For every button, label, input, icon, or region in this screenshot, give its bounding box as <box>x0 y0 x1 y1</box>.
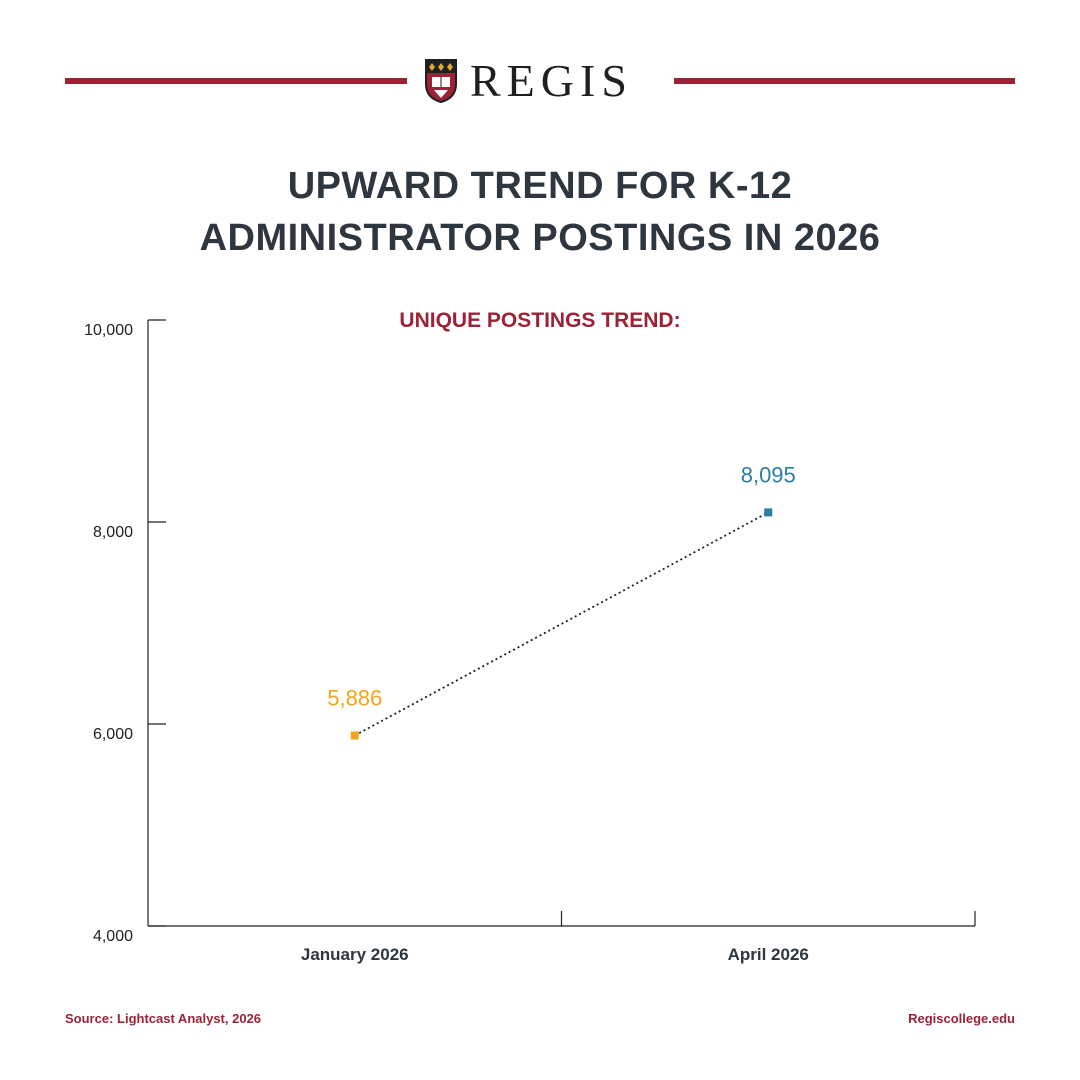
regis-wordmark: REGIS <box>470 55 633 106</box>
y-tick-label: 10,000 <box>84 322 133 339</box>
y-tick-label: 6,000 <box>93 726 133 743</box>
data-point-marker <box>350 731 359 740</box>
y-tick-label: 8,000 <box>93 524 133 541</box>
x-tick-label: April 2026 <box>728 945 809 964</box>
data-label: 5,886 <box>327 686 382 711</box>
y-tick-label: 4,000 <box>93 928 133 945</box>
regis-crest-icon <box>425 59 457 104</box>
page-title: UPWARD TREND FOR K-12 ADMINISTRATOR POST… <box>0 160 1080 264</box>
website-link[interactable]: Regiscollege.edu <box>908 1011 1015 1026</box>
header-rule-right <box>674 78 1015 84</box>
x-tick-label: January 2026 <box>301 945 409 964</box>
chart-title: UNIQUE POSTINGS TREND: <box>399 309 681 332</box>
source-note: Source: Lightcast Analyst, 2026 <box>65 1011 262 1026</box>
series-line <box>354 511 769 737</box>
data-label: 8,095 <box>741 462 796 487</box>
regis-logo: REGIS <box>424 57 633 105</box>
data-point-marker <box>764 508 773 517</box>
header-rule-left <box>65 78 407 84</box>
title-line-1: UPWARD TREND FOR K-12 <box>287 165 793 207</box>
title-line-2: ADMINISTRATOR POSTINGS IN 2026 <box>199 217 881 259</box>
